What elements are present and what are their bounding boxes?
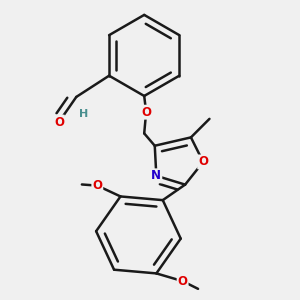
Text: O: O <box>141 106 151 119</box>
Text: O: O <box>198 155 208 168</box>
Text: H: H <box>80 109 88 119</box>
Text: O: O <box>54 116 64 128</box>
Text: N: N <box>151 169 161 182</box>
Text: O: O <box>178 274 188 288</box>
Text: O: O <box>92 179 102 192</box>
